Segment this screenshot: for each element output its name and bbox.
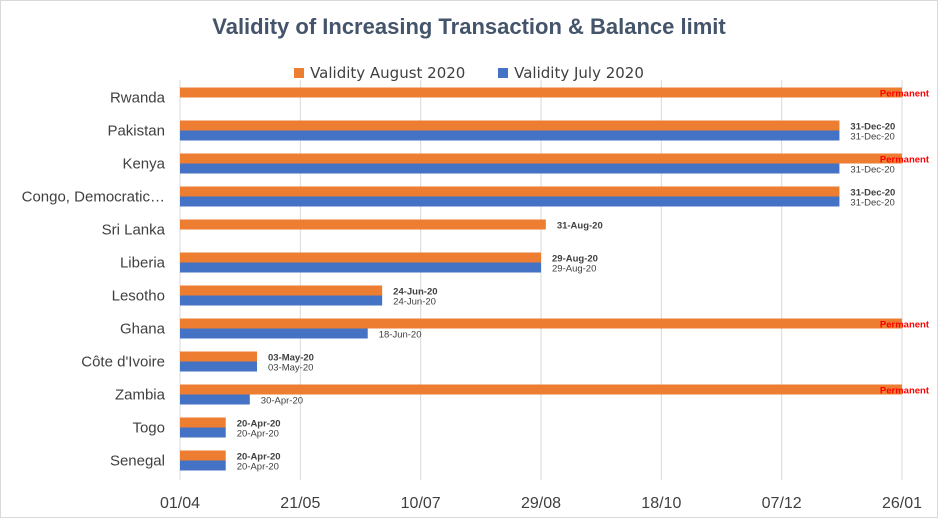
data-label-august-1: 31-Dec-20 [850, 122, 895, 133]
y-category-label-0: Rwanda [110, 90, 166, 107]
bar-august-7 [180, 318, 902, 329]
data-label-july-6: 24-Jun-20 [393, 297, 436, 308]
bar-august-6 [180, 285, 383, 296]
data-label-august-8: 03-May-20 [268, 353, 314, 364]
x-tick-label-3: 29/08 [521, 495, 561, 512]
y-category-label-4: Sri Lanka [102, 222, 166, 239]
legend-label-august: Validity August 2020 [310, 64, 466, 82]
data-label-july-3: 31-Dec-20 [850, 198, 894, 209]
data-label-august-7: Permanent [880, 320, 930, 331]
y-category-label-9: Zambia [115, 387, 166, 404]
bar-august-5 [180, 252, 541, 263]
y-category-label-3: Congo, Democratic… [22, 189, 165, 206]
legend-item-july: Validity July 2020 [498, 64, 644, 82]
bar-july-2 [180, 163, 840, 174]
bar-august-3 [180, 186, 840, 197]
bar-july-3 [180, 196, 840, 207]
data-label-august-3: 31-Dec-20 [850, 188, 895, 199]
x-tick-label-6: 26/01 [882, 495, 922, 512]
bar-july-6 [180, 295, 383, 306]
data-label-july-10: 20-Apr-20 [237, 429, 279, 440]
data-label-july-2: 31-Dec-20 [850, 165, 894, 176]
bar-august-11 [180, 450, 226, 461]
data-label-august-4: 31-Aug-20 [557, 221, 603, 232]
bars [180, 87, 902, 471]
data-label-august-5: 29-Aug-20 [552, 254, 598, 265]
y-category-label-6: Lesotho [112, 288, 165, 305]
data-label-july-8: 03-May-20 [268, 363, 313, 374]
y-category-label-7: Ghana [120, 321, 166, 338]
y-category-label-2: Kenya [122, 156, 165, 173]
x-tick-label-5: 07/12 [762, 495, 802, 512]
data-label-august-10: 20-Apr-20 [237, 419, 281, 430]
bar-july-1 [180, 130, 840, 141]
x-tick-label-1: 21/05 [280, 495, 320, 512]
data-label-august-6: 24-Jun-20 [393, 287, 437, 298]
x-tick-label-2: 10/07 [401, 495, 441, 512]
data-label-august-0: Permanent [880, 89, 930, 100]
bar-july-9 [180, 394, 250, 405]
data-label-july-5: 29-Aug-20 [552, 264, 596, 275]
bar-august-0 [180, 87, 902, 98]
data-label-july-7: 18-Jun-20 [379, 330, 422, 341]
bar-august-1 [180, 120, 840, 131]
bar-august-10 [180, 417, 226, 428]
legend-swatch-july [498, 68, 509, 78]
bar-july-11 [180, 460, 226, 471]
data-label-july-1: 31-Dec-20 [850, 132, 894, 143]
chart-legend: Validity August 2020 Validity July 2020 [0, 64, 938, 82]
bar-july-5 [180, 262, 541, 273]
legend-label-july: Validity July 2020 [514, 64, 644, 82]
data-label-august-9: Permanent [880, 386, 930, 397]
x-axis-labels: 01/04 21/05 10/07 29/08 18/10 07/12 26/01 [160, 495, 922, 512]
bar-august-4 [180, 219, 546, 230]
x-tick-label-0: 01/04 [160, 495, 200, 512]
bar-july-10 [180, 427, 226, 438]
y-category-label-5: Liberia [120, 255, 166, 272]
gridlines [179, 80, 903, 480]
bar-july-7 [180, 328, 368, 339]
y-axis-labels: Rwanda Pakistan Kenya Congo, Democratic… Sri… [22, 90, 166, 470]
legend-swatch-august [294, 68, 305, 78]
y-category-label-11: Senegal [110, 453, 165, 470]
data-label-august-11: 20-Apr-20 [237, 452, 281, 463]
chart-title: Validity of Increasing Transaction & Bal… [212, 14, 726, 39]
data-label-july-9: 30-Apr-20 [261, 396, 303, 407]
data-labels: Permanent31-Dec-2031-Dec-20Permanent31-D… [237, 89, 930, 473]
bar-august-9 [180, 384, 902, 395]
y-category-label-8: Côte d'Ivoire [81, 354, 165, 371]
x-tick-label-4: 18/10 [641, 495, 681, 512]
y-category-label-1: Pakistan [107, 123, 165, 140]
data-label-july-11: 20-Apr-20 [237, 462, 279, 473]
bar-august-8 [180, 351, 258, 362]
y-category-label-10: Togo [132, 420, 165, 437]
bar-july-8 [180, 361, 258, 372]
bar-august-2 [180, 153, 902, 164]
legend-item-august: Validity August 2020 [294, 64, 465, 82]
data-label-august-2: Permanent [880, 155, 930, 166]
